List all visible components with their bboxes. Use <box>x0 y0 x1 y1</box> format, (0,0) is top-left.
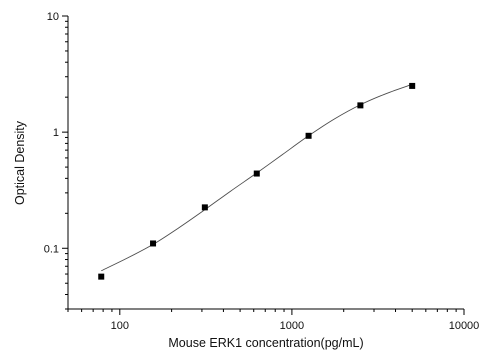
data-point <box>357 102 364 109</box>
data-points <box>98 82 416 280</box>
plot-area <box>67 16 464 310</box>
x-axis-ticks: 100 1000 10000 <box>67 309 480 332</box>
x-tick-label: 100 <box>111 320 129 332</box>
y-tick-label: 1 <box>53 127 59 139</box>
fit-curve-line <box>101 83 413 272</box>
data-point <box>409 82 416 89</box>
y-tick-label: 10 <box>47 11 59 23</box>
data-point <box>201 204 208 211</box>
x-tick-label: 10000 <box>449 320 480 332</box>
x-tick-label: 1000 <box>280 320 304 332</box>
data-point <box>98 273 105 280</box>
data-point <box>253 170 260 177</box>
y-tick-label: 0.1 <box>44 243 59 255</box>
y-axis-title: Optical Density <box>13 120 27 205</box>
data-point <box>305 132 312 139</box>
data-point <box>150 240 157 247</box>
x-axis-title: Mouse ERK1 concentration(pg/mL) <box>168 336 363 350</box>
y-axis-ticks: 0.1 1 10 <box>44 11 68 310</box>
